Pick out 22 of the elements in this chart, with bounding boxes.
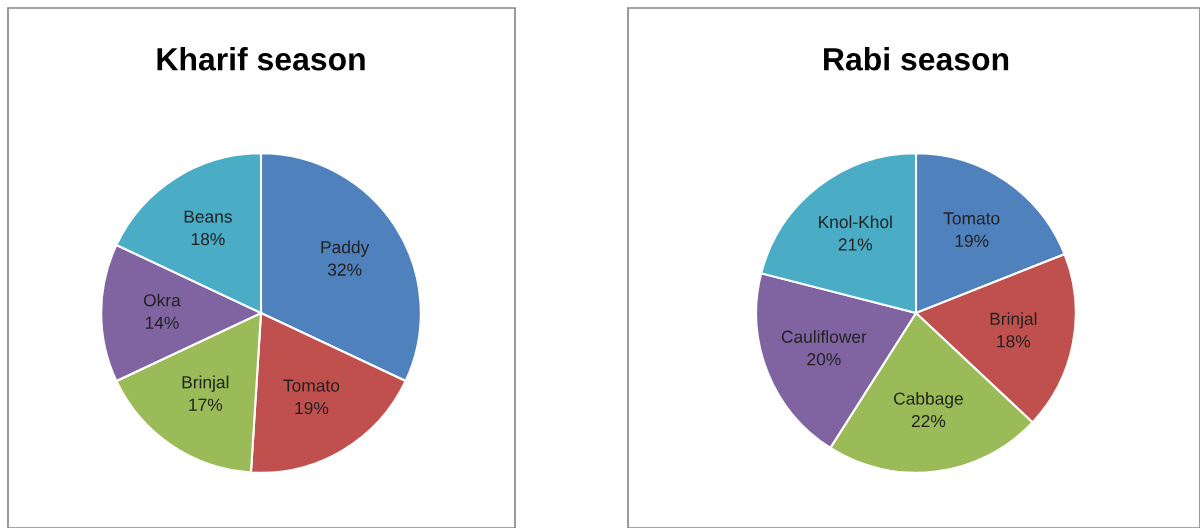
slice-label: Brinjal <box>182 375 229 392</box>
slice-label: Knol-Khol <box>819 215 892 229</box>
data-label: 14% <box>145 316 179 329</box>
data-label: 32% <box>327 263 362 276</box>
chart-title: Rabi season <box>824 47 1009 71</box>
slice-label: Tomato <box>283 379 340 392</box>
data-label: 19% <box>955 234 989 247</box>
data-label: 21% <box>838 238 873 251</box>
data-label: 18% <box>191 232 225 246</box>
chart-title: Kharif season <box>157 47 365 71</box>
slice-label: Tomato <box>943 212 1000 225</box>
slice-label: Beans <box>184 210 232 223</box>
data-label: 18% <box>997 335 1031 348</box>
slice-label: Paddy <box>321 240 370 257</box>
data-label: 22% <box>911 414 946 428</box>
slice-label: Cauliflower <box>781 330 867 343</box>
slice-label: Brinjal <box>990 312 1037 329</box>
data-label: 17% <box>189 398 223 411</box>
data-label: 19% <box>295 401 329 415</box>
data-label: 20% <box>807 353 841 366</box>
slice-label: Okra <box>143 293 181 307</box>
slice-label: Cabbage <box>894 391 963 409</box>
